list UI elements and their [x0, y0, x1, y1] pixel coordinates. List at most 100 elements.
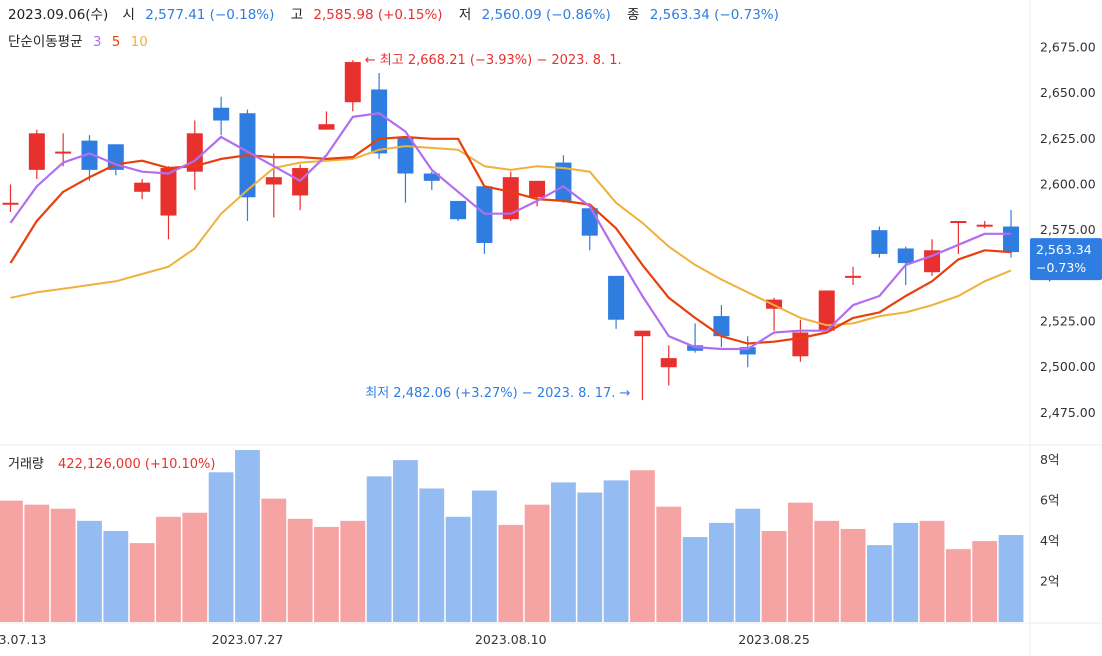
candle — [450, 200, 467, 222]
candles — [2, 60, 1020, 401]
ma-legend: 단순이동평균 3 5 10 — [8, 34, 148, 50]
last-price-badge: 2,563.34 −0.73% — [1030, 238, 1102, 281]
candle-body — [608, 275, 625, 320]
volume-bar — [735, 508, 761, 622]
volume-bar — [840, 528, 866, 622]
volume-bar — [208, 472, 234, 622]
price-tick-label: 2,650.00 — [1040, 85, 1096, 100]
volume-legend-title: 거래량 — [8, 457, 44, 472]
volume-bar — [24, 504, 50, 622]
ma3-line — [9, 112, 1011, 351]
candle — [476, 186, 493, 254]
candle — [344, 60, 361, 112]
header-info: 2023.09.06(수) 시 2,577.41 (−0.18%) 고 2,58… — [8, 7, 779, 23]
volume-tick-label: 6억 — [1040, 493, 1059, 508]
volume-tick-label: 2억 — [1040, 574, 1059, 589]
candle-body — [318, 124, 335, 130]
volume-bar — [419, 488, 445, 622]
high-label: 고 — [291, 7, 303, 23]
low-value: 2,560.09 (−0.86%) — [482, 7, 611, 23]
volume-bar — [998, 535, 1024, 622]
candle-body — [581, 208, 598, 236]
volume-bar — [656, 506, 682, 622]
candle — [318, 111, 335, 130]
candle-body — [81, 140, 98, 170]
volume-bar — [524, 504, 550, 622]
volume-bar — [788, 502, 813, 622]
candle-body — [818, 290, 835, 331]
volume-bar — [551, 482, 576, 622]
volume-bar — [445, 516, 471, 622]
candle — [55, 133, 72, 167]
ma10-legend: 10 — [131, 34, 148, 50]
candle — [239, 109, 256, 222]
volume-bar — [261, 498, 287, 622]
volume-bar — [103, 530, 129, 622]
candle — [423, 171, 440, 190]
candle-body — [344, 62, 361, 103]
volume-bar — [866, 545, 892, 622]
candle — [660, 345, 677, 386]
volume-bar — [498, 524, 524, 622]
date-tick-label: 2023.07.13 — [0, 632, 46, 647]
volume-bar — [761, 530, 787, 622]
price-axis: 2,675.00 2,650.00 2,625.00 2,600.00 2,575.00… — [1040, 39, 1096, 420]
candle-body — [213, 107, 230, 121]
candle — [107, 144, 124, 176]
volume-bar — [156, 516, 181, 622]
volume-bar — [129, 543, 155, 622]
candle — [292, 164, 309, 211]
candle — [81, 135, 98, 181]
ma5-line — [9, 135, 1012, 345]
volume-bar — [972, 541, 998, 622]
candle — [134, 179, 151, 200]
volume-bar — [682, 537, 708, 622]
candle — [739, 336, 756, 368]
candle — [2, 184, 19, 212]
candle-body — [160, 168, 177, 216]
price-tick-label: 2,675.00 — [1040, 39, 1096, 54]
volume-tick-label: 8억 — [1040, 452, 1059, 467]
volume-bar — [814, 520, 840, 622]
badge-price: 2,563.34 — [1036, 242, 1092, 257]
volume-bar — [340, 520, 366, 622]
candle-body — [28, 133, 45, 170]
candle-body — [713, 316, 730, 337]
price-tick-label: 2,475.00 — [1040, 405, 1096, 420]
ma3-legend: 3 — [93, 34, 102, 50]
volume-legend-value: 422,126,000 (+10.10%) — [58, 457, 215, 472]
candle-body — [450, 200, 467, 220]
low-label: 저 — [459, 7, 471, 23]
volume-bar — [393, 460, 418, 622]
candle — [924, 239, 941, 276]
volume-bar — [709, 522, 734, 622]
candle-body — [55, 151, 72, 154]
close-label: 종 — [627, 7, 639, 23]
volume-bar — [50, 508, 76, 622]
candle-body — [924, 250, 941, 273]
candle — [265, 153, 282, 218]
high-annotation: ← 최고 2,668.21 (−3.93%) − 2023. 8. 1. — [365, 53, 622, 68]
volume-bar — [366, 476, 392, 622]
volume-tick-label: 4억 — [1040, 533, 1059, 548]
high-value: 2,585.98 (+0.15%) — [313, 7, 442, 23]
volume-bar — [182, 512, 208, 622]
candle-body — [423, 173, 440, 181]
candle-body — [134, 182, 151, 192]
candle-body — [555, 162, 572, 201]
candle — [529, 180, 546, 207]
volume-bar — [314, 526, 339, 622]
volume-bar — [235, 450, 260, 622]
date-axis: 2023.07.13 2023.07.27 2023.08.10 2023.08.25 — [0, 632, 810, 647]
low-annotation: 최저 2,482.06 (+3.27%) − 2023. 8. 17. → — [365, 386, 630, 401]
price-tick-label: 2,600.00 — [1040, 176, 1096, 191]
candle-body — [1003, 226, 1020, 253]
candle — [976, 221, 993, 229]
volume-bars — [0, 450, 1024, 622]
candle-body — [634, 330, 651, 337]
candle-body — [660, 358, 677, 368]
ma5-legend: 5 — [112, 34, 121, 50]
candle — [160, 166, 177, 240]
